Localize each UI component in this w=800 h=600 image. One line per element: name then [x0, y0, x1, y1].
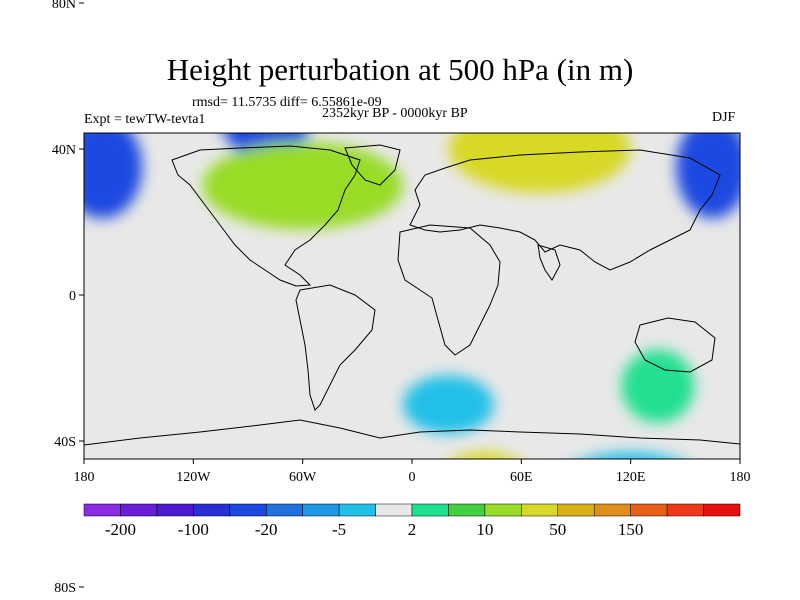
colorbar-segment: [375, 503, 413, 517]
lon-tick-label: 60W: [289, 470, 317, 485]
lon-tick-label: 0: [409, 470, 416, 485]
field-region-arctic-canada-positive: [102, 0, 321, 83]
lat-tick-label: 0: [69, 289, 76, 304]
colorbar: -200 -100 -20 -5 2 10 50 150: [83, 503, 741, 539]
season-label: DJF: [712, 110, 736, 125]
colorbar-segment: [666, 503, 704, 517]
colorbar-segment: [521, 503, 559, 517]
colorbar-segment: [193, 503, 231, 517]
field-region-west-pacific-negative: [676, 133, 740, 219]
longitude-axis: 180 120W 60W 0 60E 120E 180: [74, 459, 751, 485]
field-region-south-atlantic-positive: [455, 451, 515, 459]
colorbar-segment: [703, 503, 741, 517]
colorbar-segment: [229, 503, 267, 517]
lat-tick-label: 40N: [52, 143, 76, 158]
field-region-subtropical-atlantic-positive: [202, 141, 403, 230]
field-region-north-pacific-negative: [84, 133, 143, 219]
colorbar-label: 2: [408, 520, 417, 539]
colorbar-segment: [630, 503, 668, 517]
field-region-south-africa-negative: [402, 375, 495, 434]
coast-australia: [634, 317, 716, 373]
colorbar-label: 50: [549, 520, 566, 539]
colorbar-segment: [83, 503, 121, 517]
colorbar-segment: [120, 503, 158, 517]
field-region-north-pacific-positive: [66, 7, 157, 109]
plot-title: Height perturbation at 500 hPa (in m): [166, 52, 634, 87]
colorbar-label: -200: [105, 520, 136, 539]
colorbar-label: 10: [476, 520, 493, 539]
colorbar-segment: [265, 503, 303, 517]
colorbar-segment: [557, 503, 595, 517]
field-region-south-indian-negative: [586, 451, 676, 459]
coast-north-america: [171, 145, 361, 287]
coast-india: [537, 244, 561, 281]
colorbar-label: -5: [332, 520, 346, 539]
colorbar-segment: [448, 503, 486, 517]
period-subtitle: 2352kyr BP - 0000kyr BP: [322, 106, 468, 121]
latitude-axis: 80N 40N 0 40S 80S: [52, 0, 84, 596]
colorbar-segment: [411, 503, 449, 517]
lon-tick-label: 120E: [616, 470, 646, 485]
lat-tick-label: 80N: [52, 0, 76, 12]
coast-eurasia: [409, 149, 721, 271]
field-region-south-pacific-positive: [88, 478, 190, 588]
colorbar-segment: [593, 503, 631, 517]
coast-africa: [397, 224, 501, 356]
colorbar-label: -100: [178, 520, 209, 539]
colorbar-label: -20: [255, 520, 278, 539]
field-region-eurasia-arctic-negative: [357, 0, 576, 58]
lat-tick-label: 80S: [54, 581, 76, 596]
field-region-asia-positive: [448, 133, 631, 193]
coast-greenland: [344, 144, 401, 186]
perturbation-field: [66, 0, 740, 588]
stats-subtitle: rmsd= 11.5735 diff= 6.55861e-09: [192, 95, 382, 110]
lat-tick-label: 40S: [54, 435, 76, 450]
colorbar-label: 150: [618, 520, 644, 539]
field-region-australia-positive: [621, 349, 695, 423]
experiment-label: Expt = tewTW-tevta1: [84, 112, 206, 127]
coast-south-america: [295, 284, 376, 411]
colorbar-segment: [156, 503, 194, 517]
colorbar-segment: [302, 503, 340, 517]
lon-tick-label: 180: [730, 470, 751, 485]
lon-tick-label: 60E: [510, 470, 533, 485]
coast-antarctica: [84, 419, 740, 446]
colorbar-segment: [338, 503, 376, 517]
coastlines: [84, 144, 740, 446]
lon-tick-label: 120W: [176, 470, 211, 485]
colorbar-segment: [484, 503, 522, 517]
lon-tick-label: 180: [74, 470, 95, 485]
